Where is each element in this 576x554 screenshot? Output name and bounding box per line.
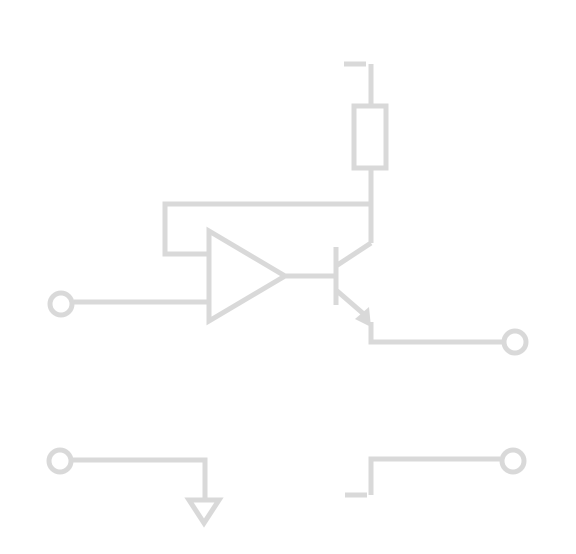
op-amp	[206, 226, 290, 326]
transistor-collector	[334, 240, 373, 269]
return-wire	[368, 456, 500, 495]
ground-symbol	[184, 497, 224, 528]
transistor-emitter	[334, 288, 368, 318]
terminal-ground	[46, 447, 74, 475]
terminal-supply-return	[499, 447, 527, 475]
terminal-output	[501, 328, 529, 356]
feedback-wire	[162, 201, 371, 257]
terminal-input	[47, 290, 75, 318]
ground-wire	[73, 457, 208, 500]
emitter-output-wire	[368, 322, 505, 345]
resistor	[351, 103, 389, 171]
emitter-arrow	[355, 307, 371, 327]
